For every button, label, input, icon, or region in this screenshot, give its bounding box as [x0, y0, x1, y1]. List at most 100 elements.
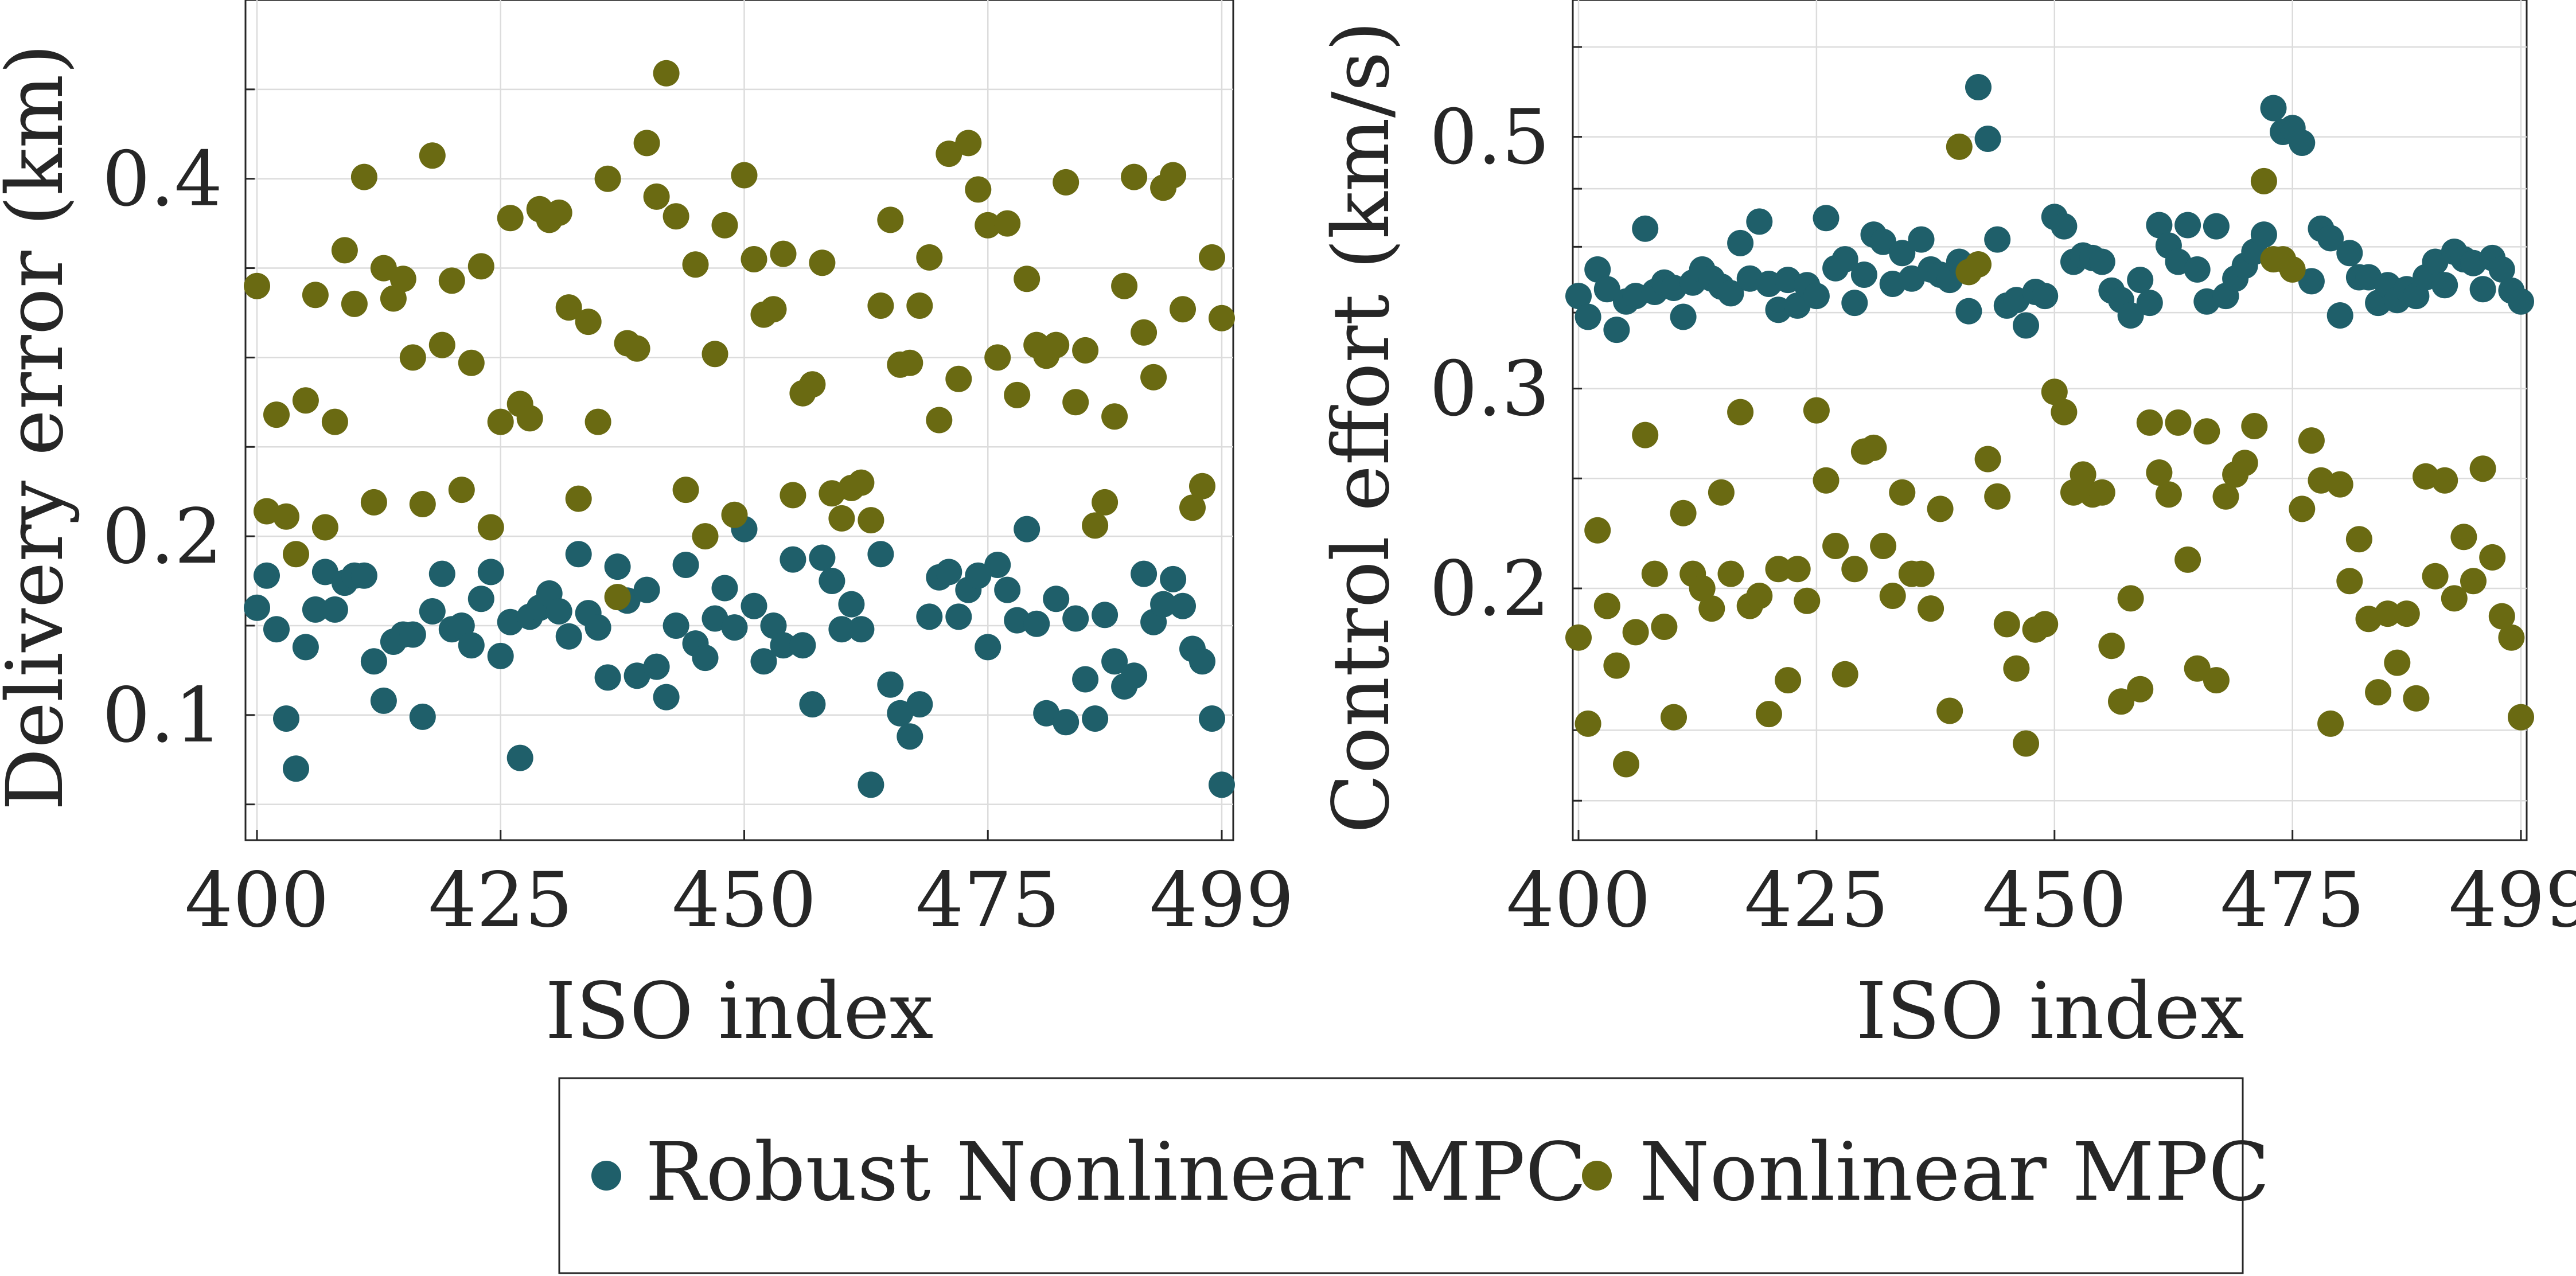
control-effort-point-nonlinear: [2051, 399, 2078, 426]
control-effort-point-nonlinear: [1984, 483, 2011, 510]
delivery-error-point-nonlinear: [311, 514, 338, 541]
legend: Robust Nonlinear MPC Nonlinear MPC: [558, 1077, 2270, 1274]
delivery-error-point-nonlinear: [458, 349, 485, 376]
delivery-error-point-nonlinear: [945, 365, 972, 392]
delivery-error-point-nonlinear: [877, 206, 904, 233]
control-effort-point-nonlinear: [1565, 624, 1592, 651]
control-effort-point-robust: [1717, 280, 1744, 307]
delivery-error-point-nonlinear: [1131, 319, 1158, 346]
control-effort-point-nonlinear: [1946, 133, 1973, 160]
delivery-error-point-robust: [428, 560, 455, 587]
delivery-error-x-axis-label: ISO index: [545, 966, 934, 1057]
delivery-error-point-nonlinear: [760, 296, 787, 323]
delivery-error-point-nonlinear: [916, 244, 943, 271]
delivery-error-point-nonlinear: [711, 212, 738, 239]
control-effort-point-nonlinear: [1841, 556, 1868, 583]
delivery-error-point-nonlinear: [1082, 512, 1109, 539]
delivery-error-point-robust: [692, 645, 719, 672]
control-effort-point-robust: [2317, 225, 2344, 252]
control-effort-point-nonlinear: [2212, 483, 2239, 510]
control-effort-point-robust: [1965, 74, 1992, 100]
delivery-error-point-robust: [594, 664, 621, 691]
delivery-error-point-nonlinear: [672, 477, 699, 504]
control-effort-point-robust: [2146, 212, 2173, 239]
delivery-error-point-nonlinear: [867, 292, 894, 319]
control-effort-point-robust: [1974, 126, 2001, 152]
control-effort-point-nonlinear: [1879, 583, 1906, 609]
control-effort-point-robust: [2289, 130, 2316, 156]
delivery-error-point-robust: [1101, 648, 1128, 675]
control-effort-y-axis-label: Control effort (km/s): [1316, 21, 1407, 834]
delivery-error-point-nonlinear: [633, 130, 660, 157]
control-effort-point-nonlinear: [1622, 619, 1649, 646]
control-effort-point-robust: [1803, 283, 1830, 310]
control-effort-point-robust: [2326, 302, 2353, 329]
delivery-error-point-robust: [643, 653, 670, 680]
control-effort-point-nonlinear: [2155, 481, 2182, 508]
control-effort-point-nonlinear: [1698, 595, 1725, 622]
control-effort-point-nonlinear: [2374, 600, 2401, 627]
delivery-error-point-robust: [672, 552, 699, 578]
delivery-error-plot-area: [244, 0, 1234, 841]
control-effort-point-nonlinear: [1689, 575, 1716, 602]
delivery-error-point-robust: [741, 592, 767, 619]
delivery-error-point-robust: [1199, 705, 1225, 732]
delivery-error-point-nonlinear: [244, 272, 270, 299]
delivery-error-ticks: 400 425 450 475 499 0.1 0.2 0.4: [102, 88, 1294, 945]
control-effort-point-nonlinear: [1584, 517, 1611, 544]
delivery-error-point-nonlinear: [341, 290, 368, 317]
delivery-error-point-robust: [555, 623, 582, 650]
delivery-error-point-robust: [1092, 602, 1119, 629]
delivery-error-point-nonlinear: [623, 335, 650, 362]
delivery-error-point-nonlinear: [604, 584, 631, 611]
control-effort-point-nonlinear: [2289, 495, 2316, 522]
delivery-error-x-tick-label: 475: [915, 856, 1060, 945]
delivery-error-point-robust: [984, 552, 1011, 578]
control-effort-point-nonlinear: [2098, 633, 2125, 660]
delivery-error-point-robust: [711, 575, 738, 602]
control-effort-point-robust: [2051, 213, 2078, 240]
control-effort-point-nonlinear: [2174, 546, 2201, 573]
delivery-error-point-robust: [283, 755, 309, 782]
control-effort-point-nonlinear: [1575, 710, 1601, 737]
control-effort-point-nonlinear: [1993, 611, 2020, 638]
control-effort-point-robust: [1841, 290, 1868, 317]
delivery-error-point-robust: [292, 634, 319, 661]
delivery-error-point-nonlinear: [1199, 244, 1225, 271]
delivery-error-point-robust: [399, 621, 426, 648]
delivery-error-point-nonlinear: [926, 407, 953, 434]
control-effort-point-robust: [1632, 215, 1659, 242]
delivery-error-point-nonlinear: [419, 142, 446, 169]
delivery-error-point-robust: [263, 616, 290, 643]
delivery-error-point-nonlinear: [545, 199, 572, 226]
delivery-error-points: [244, 60, 1235, 798]
delivery-error-point-nonlinear: [331, 237, 358, 264]
control-effort-point-robust: [2298, 268, 2325, 295]
delivery-error-x-tick-label: 450: [672, 856, 817, 945]
control-effort-point-robust: [1670, 303, 1697, 330]
control-effort-point-nonlinear: [2336, 568, 2363, 595]
legend-marker-robust: [591, 1161, 621, 1191]
delivery-error-point-nonlinear: [389, 266, 416, 292]
control-effort-point-robust: [1584, 256, 1611, 283]
control-effort-point-nonlinear: [1870, 533, 1897, 559]
delivery-error-point-nonlinear: [984, 344, 1011, 371]
legend-label-nonlinear: Nonlinear MPC: [1639, 1126, 2270, 1219]
delivery-error-point-robust: [1189, 648, 1215, 675]
control-effort-point-nonlinear: [2422, 563, 2449, 590]
delivery-error-point-robust: [1023, 610, 1050, 637]
control-effort-point-nonlinear: [2250, 167, 2277, 194]
delivery-error-point-nonlinear: [438, 267, 465, 294]
delivery-error-point-robust: [838, 591, 865, 618]
control-effort-point-nonlinear: [1784, 556, 1811, 583]
delivery-error-point-nonlinear: [1170, 296, 1196, 323]
control-effort-point-robust: [2136, 290, 2163, 317]
control-effort-point-nonlinear: [1974, 446, 2001, 473]
delivery-error-point-robust: [867, 541, 894, 568]
control-effort-point-nonlinear: [2088, 479, 2115, 506]
delivery-error-point-nonlinear: [302, 282, 329, 309]
control-effort-point-nonlinear: [1670, 500, 1697, 526]
control-effort-point-nonlinear: [2431, 467, 2458, 494]
control-effort-point-nonlinear: [2345, 526, 2372, 553]
